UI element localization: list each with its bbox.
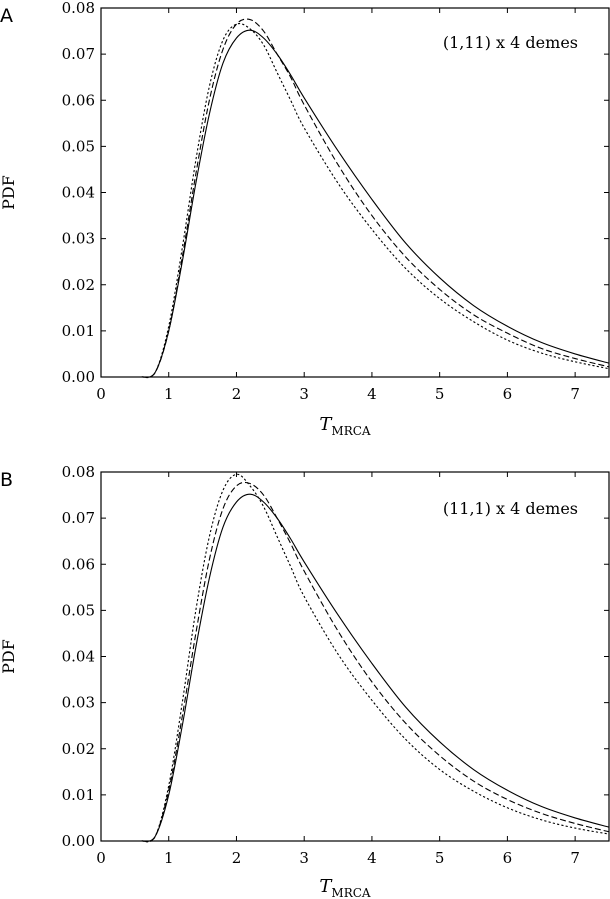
y-tick-label: 0.04 [62,648,95,666]
panel-annotation: (1,11) x 4 demes [443,33,578,52]
y-tick-label: 0.02 [62,276,95,294]
x-tick-label: 1 [164,385,174,403]
panel-letter: A [0,5,13,27]
series-line-dotted [141,473,610,843]
series-line-dashed [141,18,610,378]
y-tick-label: 0.06 [62,555,95,573]
x-axis-label: TMRCA [319,876,371,899]
y-tick-label: 0.04 [62,184,95,202]
series-line-dotted [141,23,610,379]
y-tick-label: 0.07 [62,45,95,63]
plot-frame [100,471,610,842]
plot-frame [100,7,610,378]
series-line-solid [141,493,610,842]
series-line-solid [141,29,610,378]
x-tick-label: 7 [570,849,580,867]
chart-panel-a: A 0.00 0.01 0.02 0.03 0.04 0.05 0.06 0.07 0.08 0 1 2… [0,0,610,438]
y-tick-label: 0.08 [62,0,95,17]
y-axis-label: PDF [0,175,18,210]
y-tick-label: 0.08 [62,463,95,481]
y-tick-label: 0.07 [62,509,95,527]
x-tick-label: 2 [232,385,242,403]
y-tick-label: 0.03 [62,230,95,248]
series-line-dashed [141,481,610,843]
panel-annotation: (11,1) x 4 demes [443,499,578,518]
x-tick-label: 3 [299,849,309,867]
y-tick-label: 0.06 [62,91,95,109]
x-axis-label: TMRCA [319,414,371,438]
x-tick-label: 3 [299,385,309,403]
x-tick-label: 6 [503,385,513,403]
x-tick-label: 0 [96,849,106,867]
y-tick-label: 0.02 [62,740,95,758]
x-tick-label: 5 [435,849,445,867]
x-tick-label: 4 [367,385,377,403]
panel-letter: B [0,469,13,491]
x-tick-label: 5 [435,385,445,403]
y-tick-label: 0.00 [62,832,95,850]
y-tick-label: 0.05 [62,137,95,155]
y-tick-label: 0.00 [62,368,95,386]
x-tick-label: 1 [164,849,174,867]
x-tick-label: 4 [367,849,377,867]
x-tick-label: 7 [570,385,580,403]
y-tick-label: 0.03 [62,694,95,712]
x-tick-label: 0 [96,385,106,403]
x-tick-label: 2 [232,849,242,867]
y-axis-label: PDF [0,639,18,674]
y-tick-label: 0.01 [62,786,95,804]
chart-panel-b: B 0.00 0.01 0.02 0.03 0.04 0.05 0.06 0.07 0.08 0 1 2… [0,463,610,899]
y-tick-label: 0.05 [62,601,95,619]
x-tick-label: 6 [503,849,513,867]
y-tick-label: 0.01 [62,322,95,340]
